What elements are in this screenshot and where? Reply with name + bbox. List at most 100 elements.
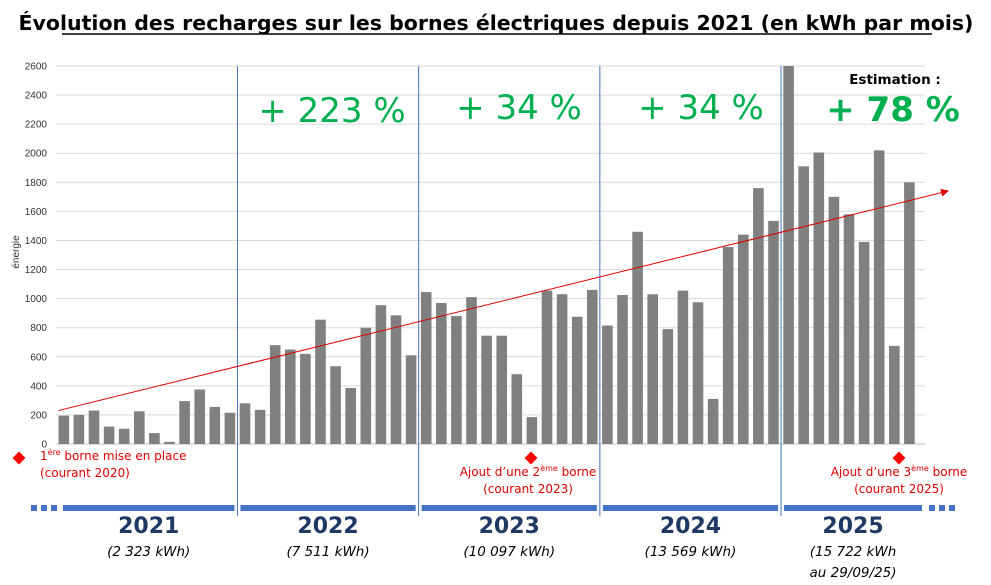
event-label-line2: (courant 2023): [483, 482, 573, 496]
year-label-2023: 2023: [479, 514, 540, 539]
bar-2024-4: [647, 294, 658, 444]
y-tick-label: 800: [30, 323, 47, 334]
year-total-line2-2025: au 29/09/25): [810, 565, 897, 581]
bar-2025-8: [889, 345, 900, 444]
event-diamond: [12, 451, 26, 465]
bar-2022-11: [390, 315, 402, 444]
timeline-dot: [51, 505, 57, 511]
bar-2022-1: [239, 403, 251, 444]
event-label-line2: (courant 2025): [854, 482, 944, 496]
growth-label-2025: + 78 %: [826, 90, 960, 130]
timeline-dot: [929, 505, 935, 511]
year-total-2022: (7 511 kWh): [286, 544, 369, 560]
year-total-2023: (10 097 kWh): [463, 544, 555, 560]
year-separators: [236, 66, 782, 516]
bar-2024-1: [602, 325, 613, 444]
bar-2021-3: [88, 410, 100, 444]
event-label-line1: Ajout d’une 3ème borne: [831, 463, 968, 479]
bar-2023-4: [466, 297, 477, 444]
bar-2022-5: [300, 353, 311, 444]
bar-2025-6: [858, 241, 870, 444]
bar-2021-9: [179, 401, 190, 444]
bar-2021-2: [73, 414, 85, 444]
bar-2022-12: [405, 355, 417, 444]
y-tick-label: 200: [30, 410, 47, 421]
bar-2022-7: [330, 366, 341, 444]
trend-line: [58, 188, 949, 412]
y-axis-label: énergie: [11, 235, 22, 269]
bar-2024-5: [662, 329, 674, 444]
bar-2022-10: [375, 305, 387, 444]
bar-2023-8: [526, 417, 538, 444]
bar-2024-2: [617, 294, 628, 444]
bars: [58, 66, 915, 445]
bar-2024-7: [692, 302, 704, 444]
bar-2021-7: [149, 433, 160, 444]
bar-2023-3: [451, 316, 462, 444]
bar-2022-2: [254, 409, 266, 444]
year-label-2025: 2025: [822, 514, 883, 539]
timeline-dot: [31, 505, 37, 511]
bar-2022-8: [345, 388, 356, 444]
y-tick-label: 0: [41, 440, 47, 451]
bar-2023-9: [541, 290, 553, 444]
year-label-2024: 2024: [660, 514, 721, 539]
bar-2021-1: [58, 415, 70, 444]
y-axis-ticks: 0 200 400 600 800 1000 1200 1400 1600 1800 2000 220…: [25, 62, 48, 451]
bar-2025-4: [828, 196, 840, 444]
bar-2021-10: [194, 389, 205, 444]
bar-2023-6: [496, 335, 507, 444]
year-total-2021: (2 323 kWh): [107, 544, 190, 560]
year-label-2021: 2021: [118, 514, 179, 539]
bar-2025-3: [813, 152, 825, 444]
bar-2022-6: [315, 319, 326, 444]
y-tick-label: 2600: [25, 62, 48, 73]
growth-label-2024: + 34 %: [638, 88, 764, 128]
bar-2023-1: [420, 292, 432, 444]
y-tick-label: 1000: [25, 294, 48, 305]
timeline-bar-2022: [240, 505, 416, 511]
bar-2021-11: [209, 406, 221, 444]
bar-2024-10: [738, 234, 749, 444]
year-label-2022: 2022: [297, 514, 358, 539]
event-label-line1: Ajout d’une 2ème borne: [460, 463, 597, 479]
bar-2023-7: [511, 374, 523, 444]
event-diamond: [892, 451, 906, 465]
y-tick-label: 1600: [25, 207, 48, 218]
bar-2024-9: [722, 247, 734, 444]
estimation-label: Estimation :: [849, 72, 941, 88]
chart-title: Évolution des recharges sur les bornes é…: [19, 10, 974, 35]
growth-label-2022: + 223 %: [258, 91, 405, 131]
bar-2023-12: [587, 289, 598, 444]
growth-labels: + 223 % + 34 % + 34 % Estimation : + 78 %: [258, 72, 959, 131]
bar-2024-6: [677, 290, 689, 444]
bar-2022-4: [285, 349, 296, 444]
timeline-bar-2021: [63, 505, 235, 511]
bar-2021-8: [164, 441, 175, 444]
bar-2025-9: [904, 182, 915, 445]
bar-2021-6: [134, 411, 145, 444]
bar-2021-12: [224, 412, 236, 444]
y-tick-label: 2400: [25, 91, 48, 102]
y-tick-label: 1400: [25, 236, 48, 247]
y-tick-label: 2200: [25, 120, 48, 131]
growth-label-2023: + 34 %: [456, 88, 582, 128]
timeline-bar-2023: [421, 505, 597, 511]
event-diamond: [524, 451, 538, 465]
timeline-dot: [949, 505, 955, 511]
bar-2022-9: [360, 327, 372, 444]
bar-2024-11: [753, 188, 764, 444]
bar-2025-5: [843, 214, 855, 444]
bar-2025-2: [798, 166, 809, 445]
timeline-bar-2024: [602, 505, 779, 511]
bar-2023-11: [571, 316, 583, 444]
year-total-2025: (15 722 kWh: [810, 544, 897, 560]
event-label-line1: 1ère borne mise en place: [40, 447, 186, 463]
bar-2021-5: [118, 428, 130, 444]
y-tick-label: 600: [30, 352, 47, 363]
y-tick-label: 1200: [25, 265, 48, 276]
y-tick-label: 400: [30, 381, 47, 392]
event-annotations: 1ère borne mise en place (courant 2020) Aj…: [12, 447, 968, 496]
y-tick-label: 1800: [25, 178, 48, 189]
